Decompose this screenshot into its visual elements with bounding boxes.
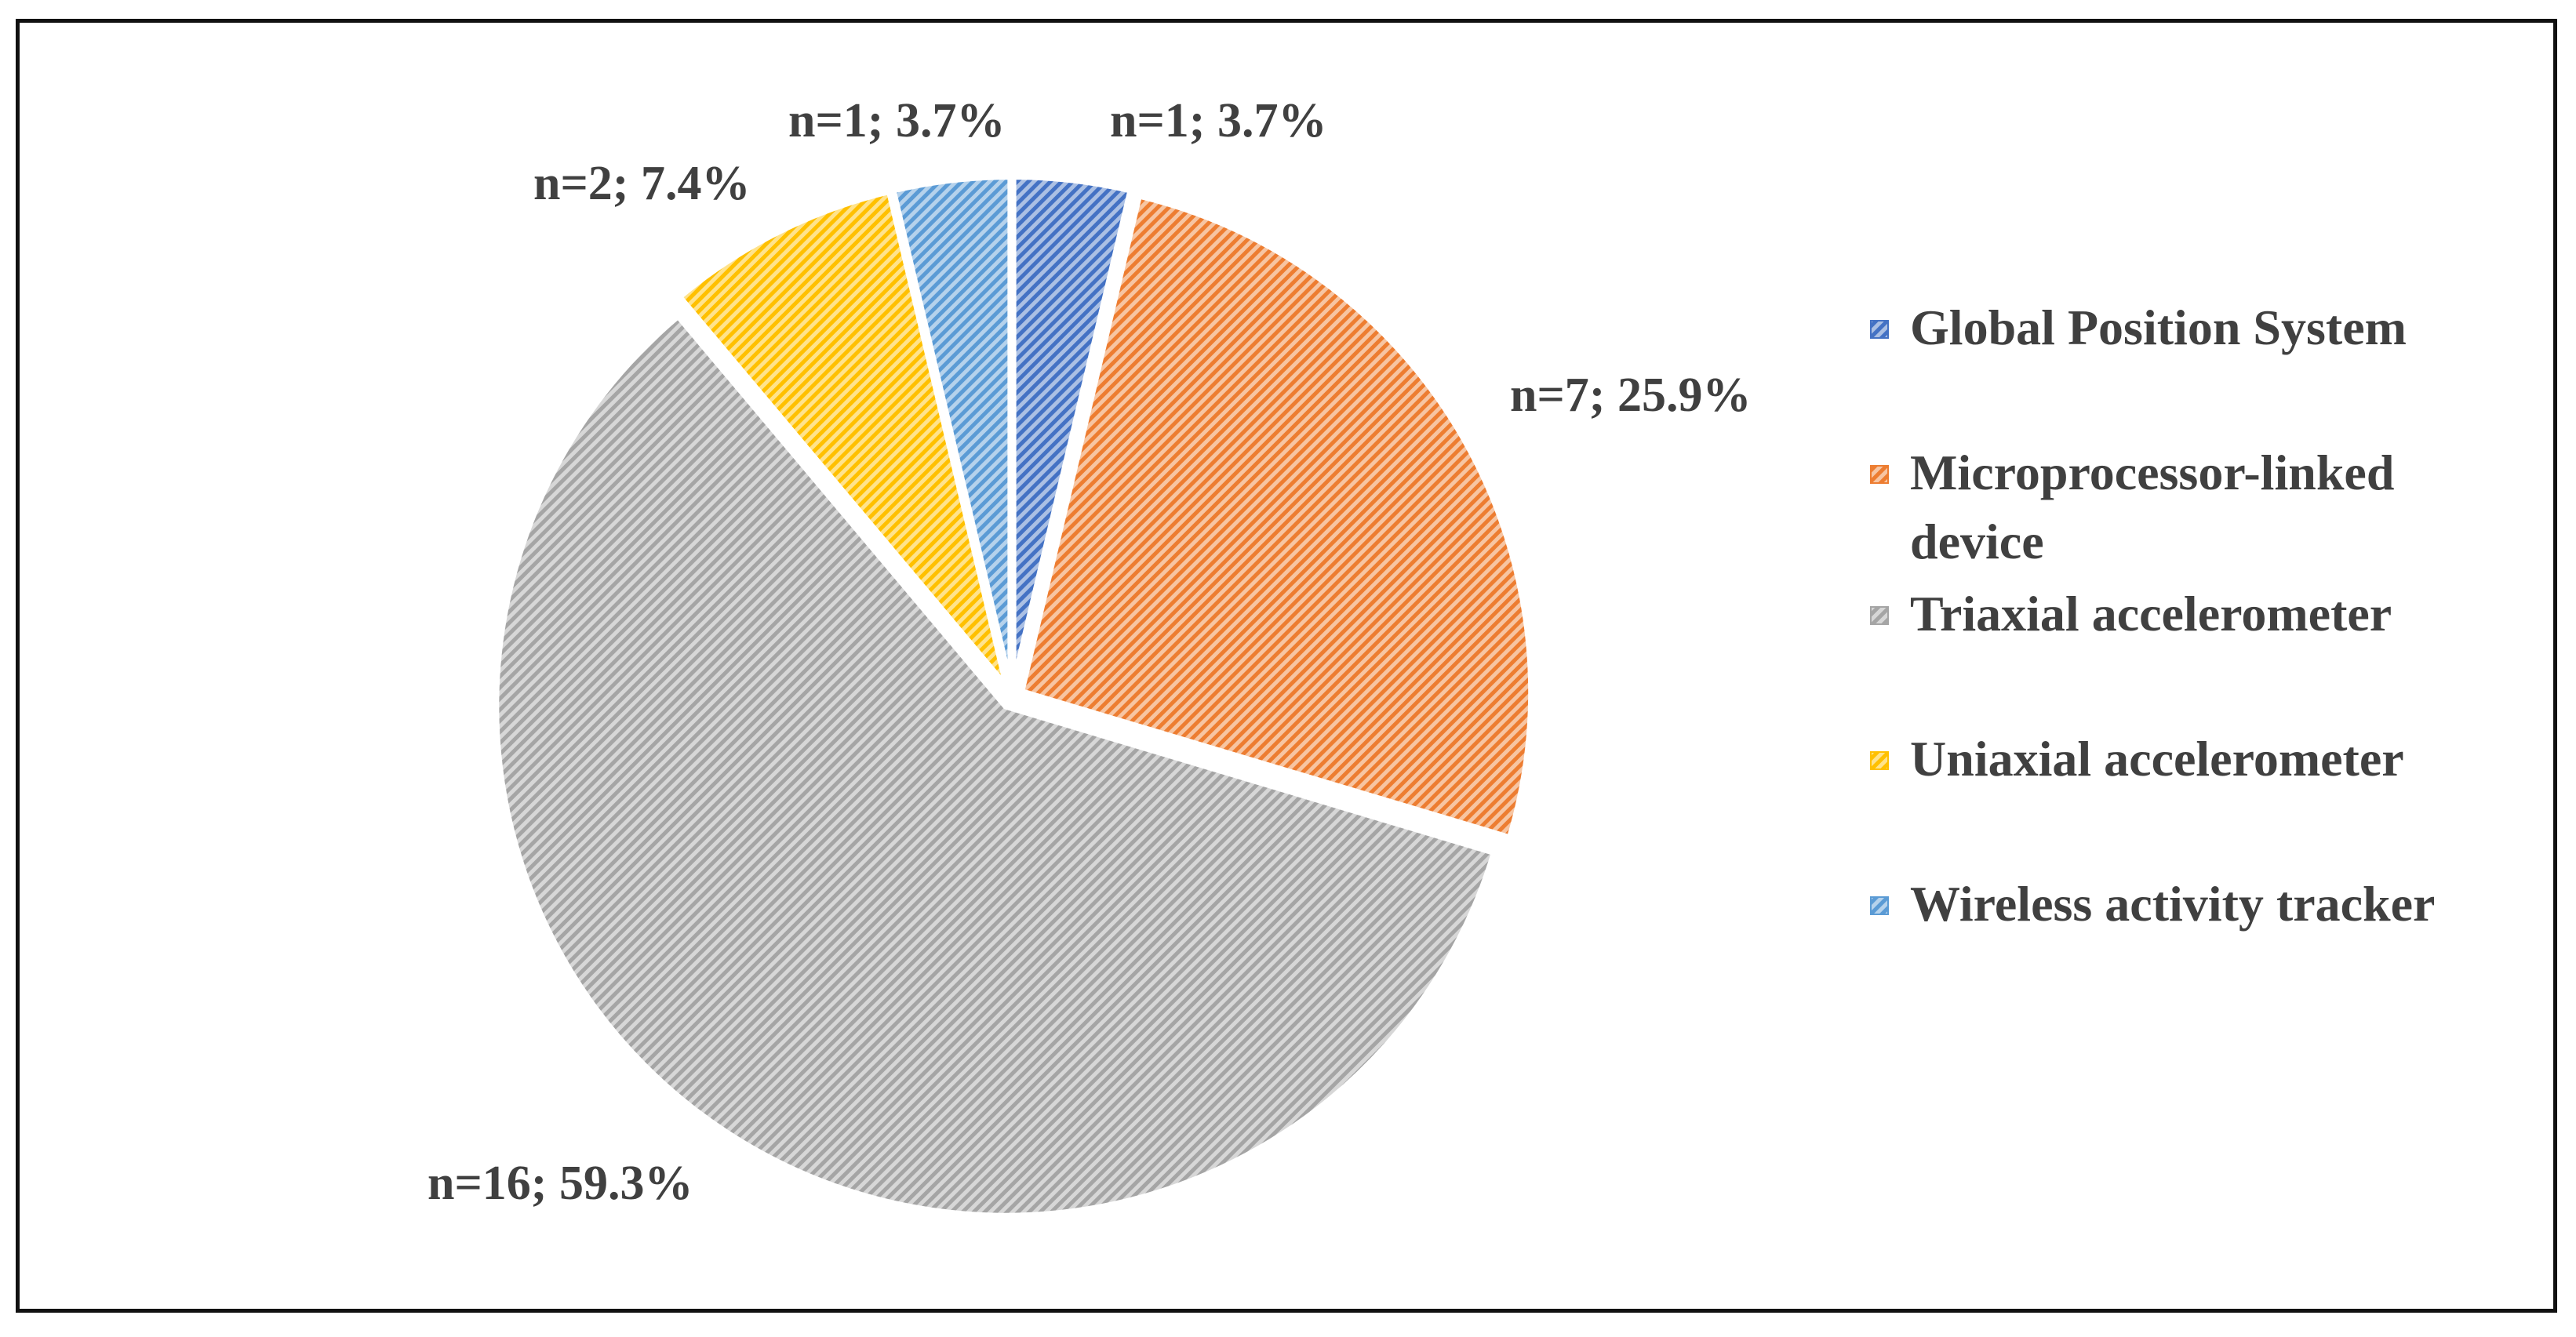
legend: Global Position System Microprocessor-lin… (1870, 300, 2435, 932)
pie-chart: n=1; 3.7% n=7; 25.9% n=16; 59.3% n=2; 7.4% n… (428, 94, 2435, 1219)
pie-slice-3 (493, 311, 1498, 1219)
chart-frame: n=1; 3.7% n=7; 25.9% n=16; 59.3% n=2; 7.4% n… (16, 19, 2557, 1313)
legend-label-3: Triaxial accelerometer (1910, 586, 2392, 641)
pie-slice-5 (889, 173, 1014, 688)
pie-slice-4 (675, 187, 1010, 690)
legend-label-2-line-2: device (1910, 514, 2044, 569)
legend-label-2-line-1: Microprocessor-linked (1910, 445, 2394, 500)
legend-swatch-2 (1870, 465, 1889, 484)
data-label-3: n=16; 59.3% (428, 1157, 693, 1210)
pie-slices (493, 173, 1535, 1219)
data-label-5: n=1; 3.7% (788, 94, 1005, 147)
legend-swatch-5 (1870, 896, 1889, 915)
legend-label-4: Uniaxial accelerometer (1910, 731, 2404, 787)
data-label-2: n=7; 25.9% (1510, 369, 1751, 422)
legend-swatch-3 (1870, 606, 1889, 625)
legend-label-1: Global Position System (1910, 300, 2407, 355)
legend-swatch-4 (1870, 751, 1889, 770)
data-labels: n=1; 3.7% n=7; 25.9% n=16; 59.3% n=2; 7.4% n… (428, 94, 1751, 1210)
pie-slice-2 (1017, 191, 1535, 842)
data-label-1: n=1; 3.7% (1110, 94, 1326, 147)
legend-label-5: Wireless activity tracker (1910, 876, 2435, 932)
legend-swatch-1 (1870, 320, 1889, 339)
data-label-4: n=2; 7.4% (533, 157, 750, 210)
